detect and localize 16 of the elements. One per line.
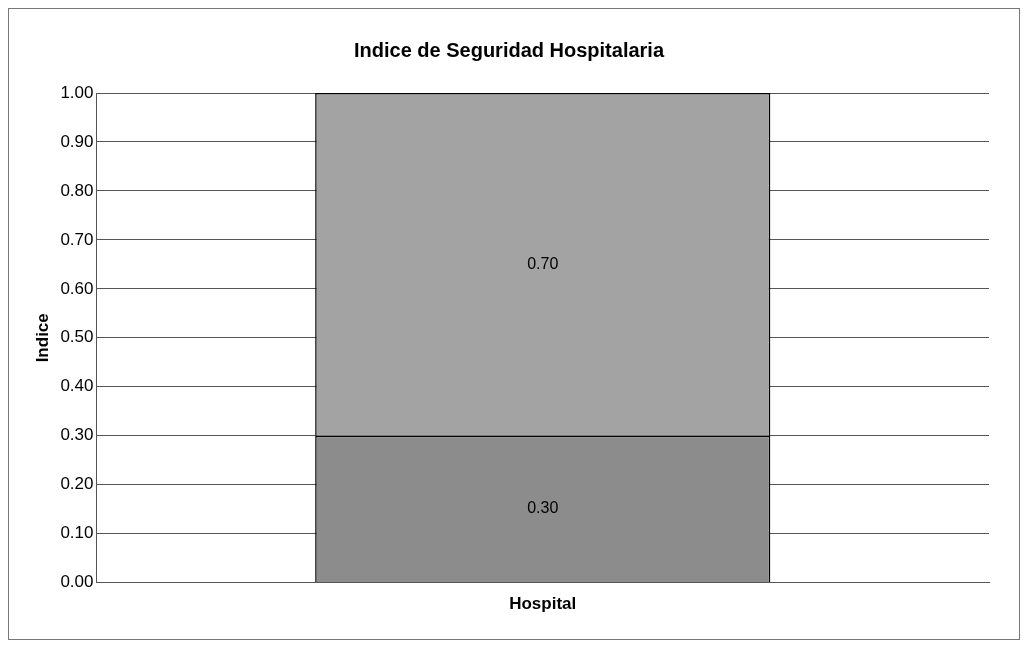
- x-axis-title: Hospital: [509, 594, 577, 614]
- y-tick-label: 0.40: [60, 376, 94, 396]
- data-label: 0.70: [527, 254, 559, 272]
- y-tick-label: 1.00: [60, 82, 94, 102]
- y-tick-label: 0.80: [60, 180, 94, 200]
- y-tick-label: 0.60: [60, 278, 94, 298]
- y-tick-label: 0.20: [60, 474, 94, 494]
- chart-title: Indice de Seguridad Hospitalaria: [353, 38, 665, 61]
- data-label: 0.30: [527, 499, 559, 517]
- y-tick-label: 0.30: [60, 425, 94, 445]
- y-tick-label: 0.00: [60, 572, 94, 592]
- y-tick-label: 0.50: [60, 327, 94, 347]
- y-tick-label: 0.70: [60, 229, 94, 249]
- y-axis-title: Indice: [32, 313, 52, 363]
- y-tick-label: 0.90: [60, 131, 94, 151]
- y-tick-label: 0.10: [60, 523, 94, 543]
